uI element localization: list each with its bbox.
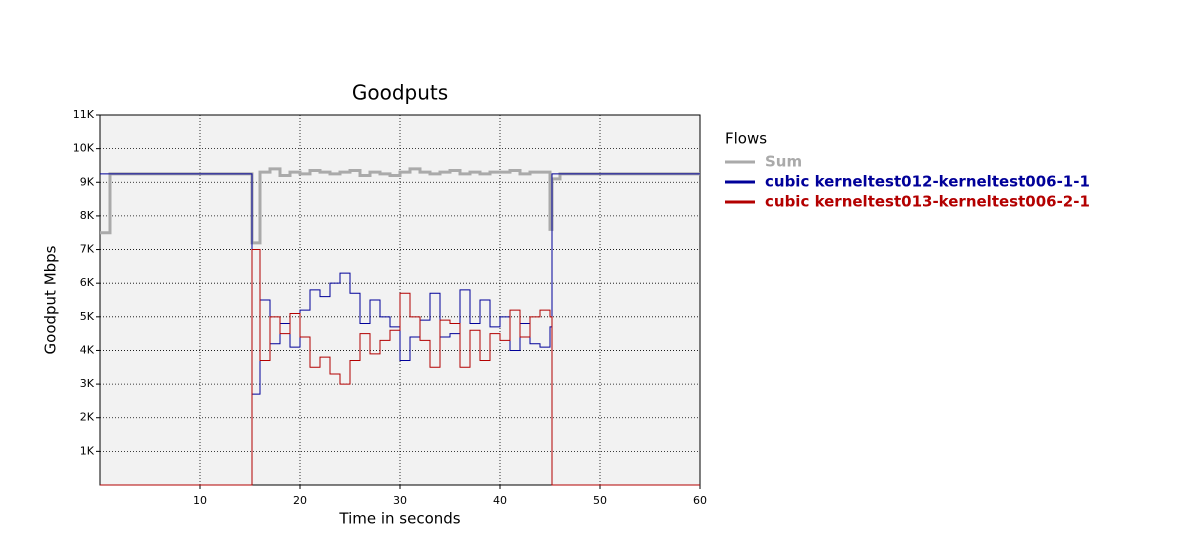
y-tick-label: 7K [80,243,95,256]
x-tick-label: 30 [393,494,407,507]
chart-title: Goodputs [352,81,448,105]
y-tick-label: 4K [80,343,95,356]
y-tick-label: 6K [80,276,95,289]
x-tick-label: 50 [593,494,607,507]
y-tick-label: 5K [80,310,95,323]
legend-title: Flows [725,130,767,148]
series-line [100,173,700,395]
x-tick-label: 10 [193,494,207,507]
x-tick-label: 60 [693,494,707,507]
y-axis-label: Goodput Mbps [42,245,60,354]
x-tick-label: 20 [293,494,307,507]
legend-label: cubic kerneltest012-kerneltest006-1-1 [765,173,1090,191]
x-axis-label: Time in seconds [338,510,460,528]
y-tick-label: 8K [80,209,95,222]
y-tick-label: 3K [80,377,95,390]
y-tick-label: 9K [80,175,95,188]
x-tick-label: 40 [493,494,507,507]
legend-label: Sum [765,153,802,171]
y-tick-label: 10K [73,142,95,155]
y-tick-label: 1K [80,444,95,457]
y-tick-label: 11K [73,108,95,121]
series-line [100,249,700,486]
legend-label: cubic kerneltest013-kerneltest006-2-1 [765,193,1090,211]
y-tick-label: 2K [80,411,95,424]
